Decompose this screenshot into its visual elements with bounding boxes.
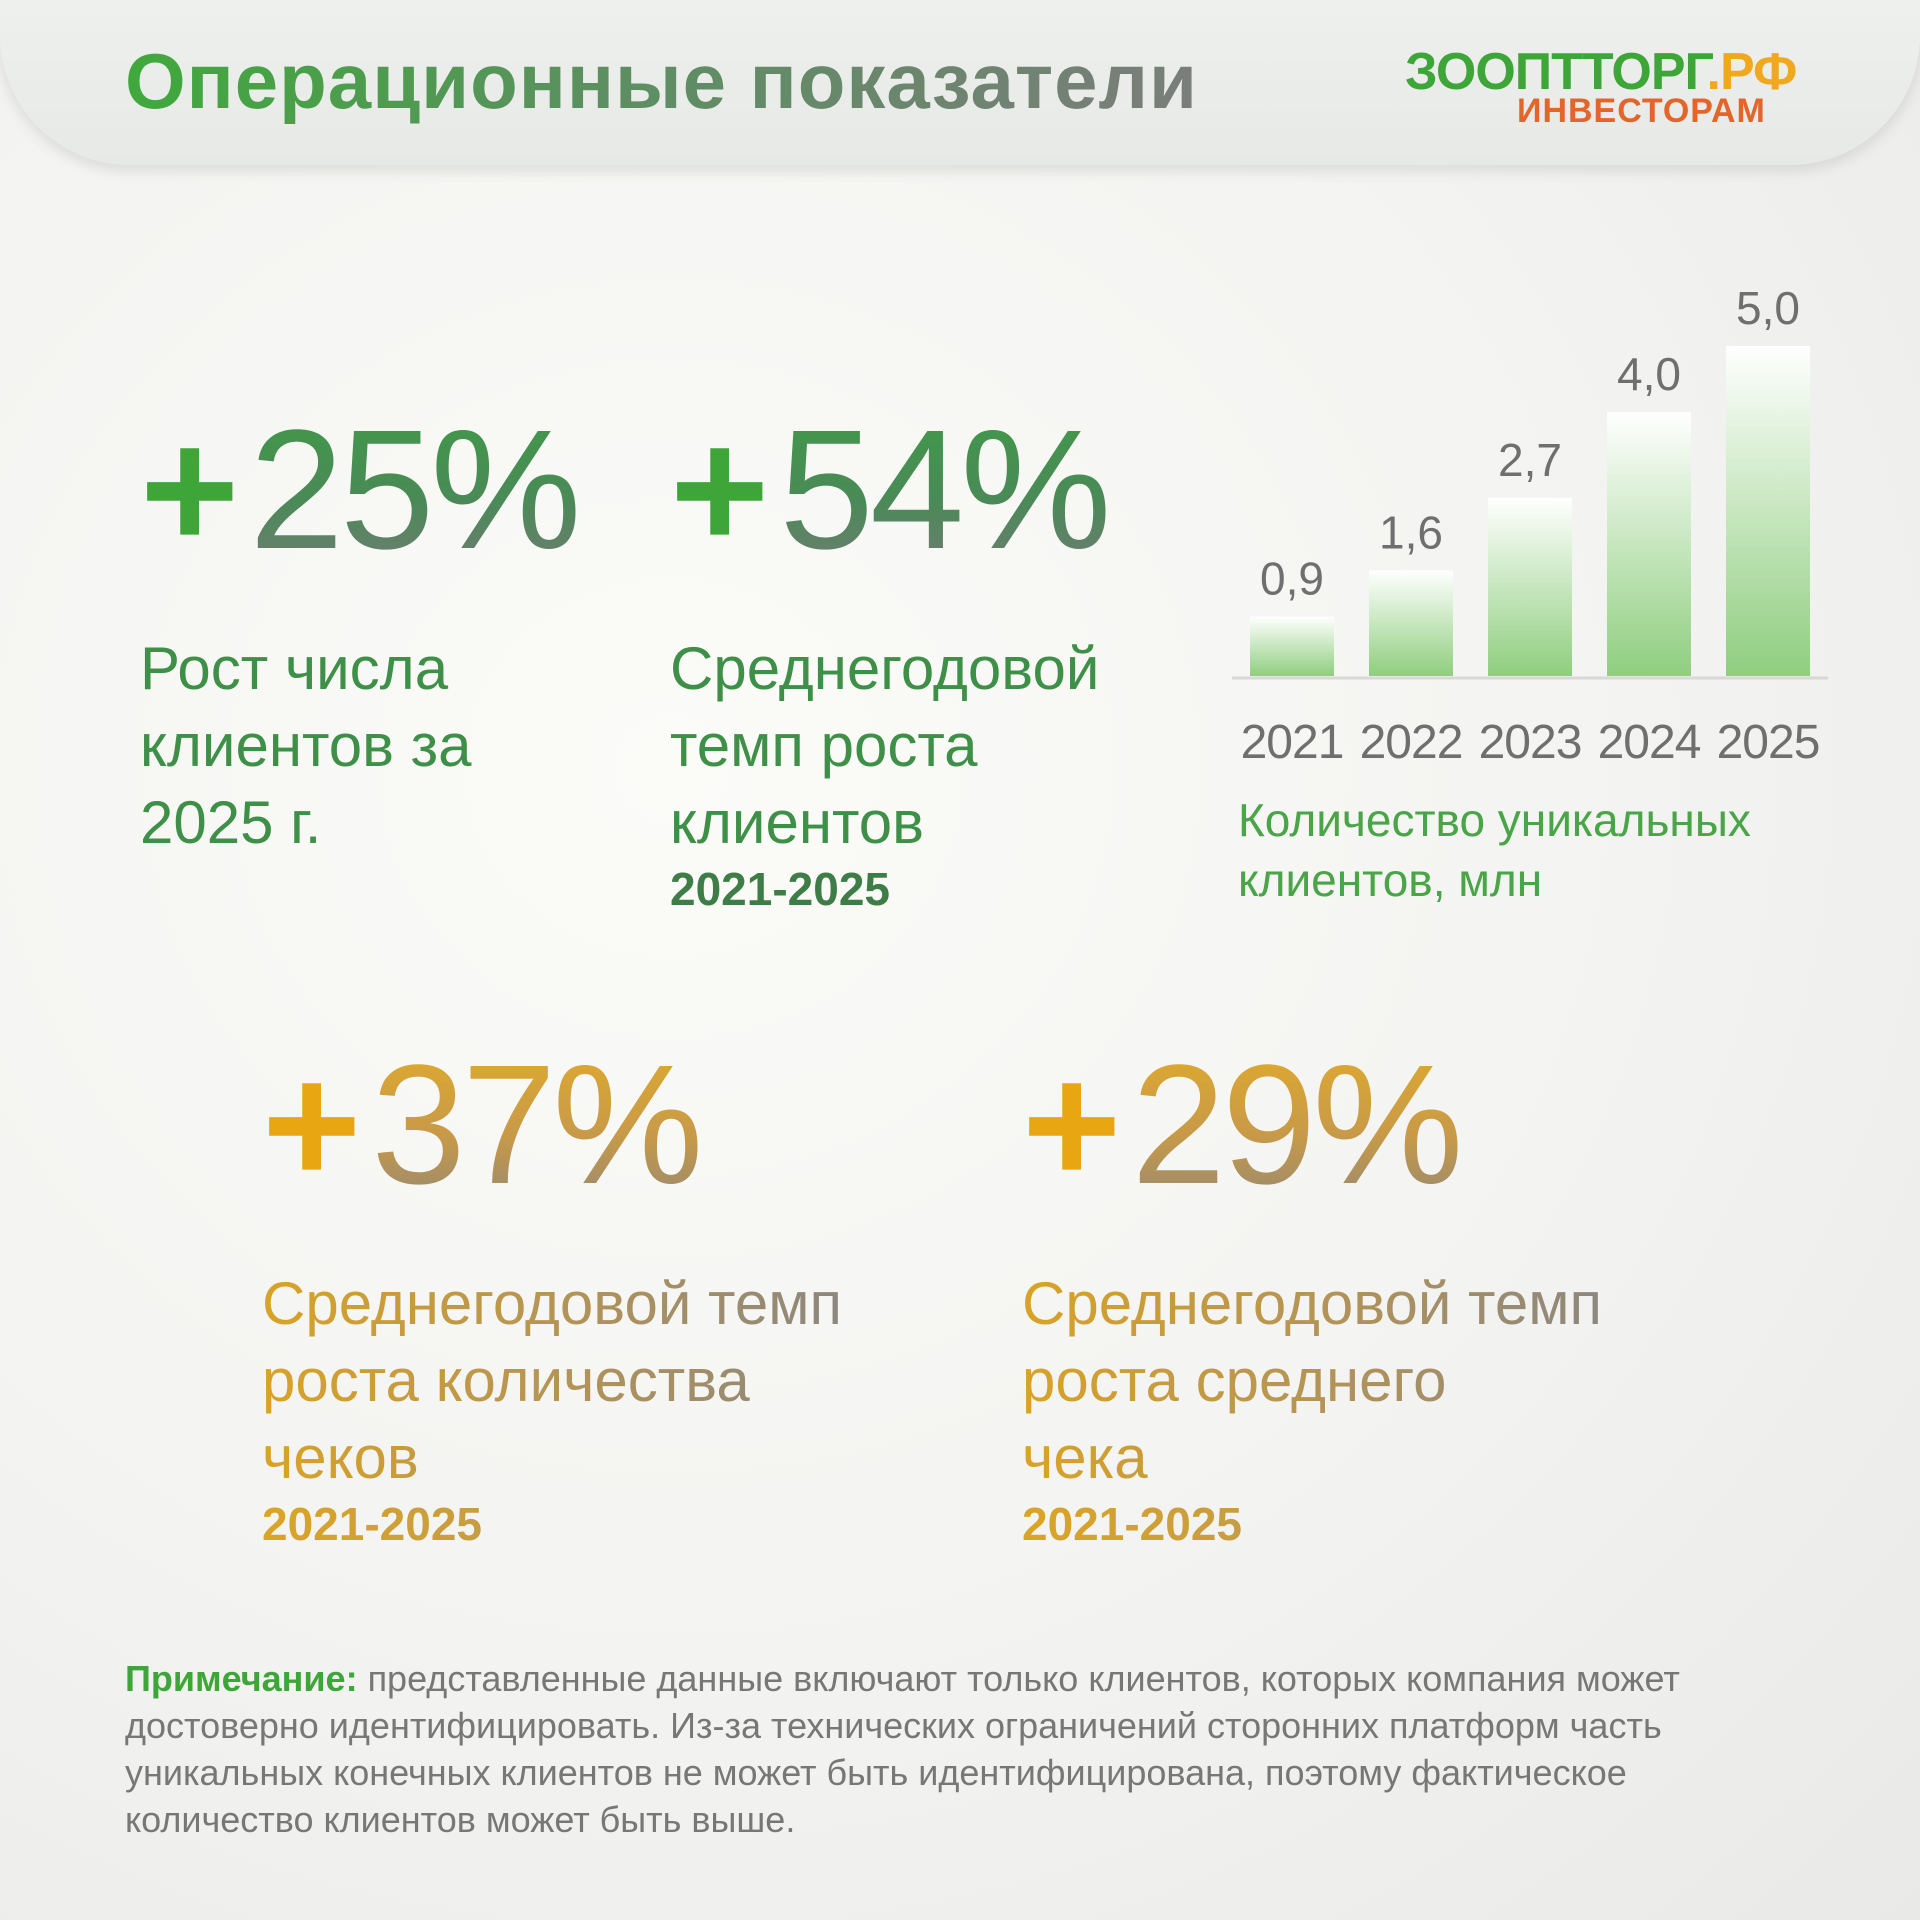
clients-bar-chart: 0,9 2021 1,6 2022 2,7 2023 4,0 2024 5,0 2025 [1232, 282, 1828, 769]
stat-client-growth: +25% Рост числа клиентов за 2025 г. [140, 405, 582, 861]
x-tick-label: 2023 [1479, 716, 1582, 769]
stat-number: 25% [249, 395, 581, 585]
desc-line: чеков [262, 1424, 419, 1491]
stat-value: +25% [140, 405, 582, 575]
desc-line: 2025 г. [140, 789, 322, 856]
plus-sign: + [1022, 1030, 1121, 1220]
stat-number: 29% [1131, 1030, 1463, 1220]
stat-description: Среднегодовой темп роста клиентов [670, 630, 1108, 861]
bar-value-label: 1,6 [1379, 506, 1443, 558]
stat-description: Рост числа клиентов за 2025 г. [140, 630, 578, 861]
logo-domain-text: .РФ [1706, 43, 1798, 101]
stat-description: Среднегодовой темп роста количества чеко… [262, 1265, 842, 1496]
x-tick-label: 2024 [1598, 716, 1701, 769]
desc-line: Среднегодовой [670, 635, 1100, 702]
desc-line: роста среднего [1022, 1347, 1447, 1414]
x-tick-label: 2022 [1360, 716, 1463, 769]
chart-caption: Количество уникальных клиентов, млн [1238, 794, 1751, 906]
bar-2021 [1250, 616, 1334, 676]
page-title: Операционные показатели [125, 37, 1198, 125]
bar-value-label: 5,0 [1736, 282, 1800, 334]
stat-years: 2021-2025 [262, 1496, 842, 1552]
stat-value: +29% [1022, 1040, 1602, 1210]
company-logo[interactable]: ЗООПТТОРГ.РФ ИНВЕСТОРАМ [1405, 42, 1825, 137]
x-tick-label: 2025 [1717, 716, 1820, 769]
bar-value-label: 4,0 [1617, 348, 1681, 400]
x-tick-label: 2021 [1241, 716, 1344, 769]
stat-description: Среднегодовой темп роста среднего чека [1022, 1265, 1602, 1496]
plus-sign: + [670, 395, 769, 585]
stat-cagr-clients: +54% Среднегодовой темп роста клиентов 2… [670, 405, 1112, 917]
desc-line: чека [1022, 1424, 1148, 1491]
desc-line: Среднегодовой темп [1022, 1270, 1602, 1337]
desc-line: темп роста [670, 712, 978, 779]
stat-cagr-receipts: +37% Среднегодовой темп роста количества… [262, 1040, 842, 1552]
desc-line: Рост числа [140, 635, 449, 702]
bar-2024 [1607, 412, 1691, 676]
stat-years: 2021-2025 [670, 863, 890, 915]
logo-subtitle: ИНВЕСТОРАМ [1517, 92, 1766, 130]
plus-sign: + [140, 395, 239, 585]
stat-value: +37% [262, 1040, 842, 1210]
desc-line: клиентов за [140, 712, 472, 779]
bar-2023 [1488, 497, 1572, 676]
bar-value-label: 0,9 [1260, 553, 1324, 605]
logo-main-text: ЗООПТТОРГ [1405, 43, 1708, 101]
plus-sign: + [262, 1030, 361, 1220]
bar-value-label: 2,7 [1498, 434, 1562, 486]
desc-line: роста количества [262, 1347, 750, 1414]
stat-number: 37% [371, 1030, 703, 1220]
footnote-label: Примечание: [125, 1658, 358, 1699]
logo-wordmark: ЗООПТТОРГ.РФ [1405, 42, 1798, 102]
stat-number: 54% [779, 395, 1111, 585]
stat-cagr-avg-check: +29% Среднегодовой темп роста среднего ч… [1022, 1040, 1602, 1552]
stat-value: +54% [670, 405, 1112, 575]
desc-line: Среднегодовой темп [262, 1270, 842, 1337]
footnote: Примечание: представленные данные включа… [125, 1655, 1825, 1843]
footnote-text: представленные данные включают только кл… [125, 1658, 1680, 1840]
desc-line: клиентов [670, 789, 925, 856]
header-bar: Операционные показатели ЗООПТТОРГ.РФ ИНВ… [0, 0, 1920, 165]
bar-2025 [1726, 346, 1810, 676]
bar-2022 [1369, 570, 1453, 676]
stat-years: 2021-2025 [1022, 1496, 1602, 1552]
